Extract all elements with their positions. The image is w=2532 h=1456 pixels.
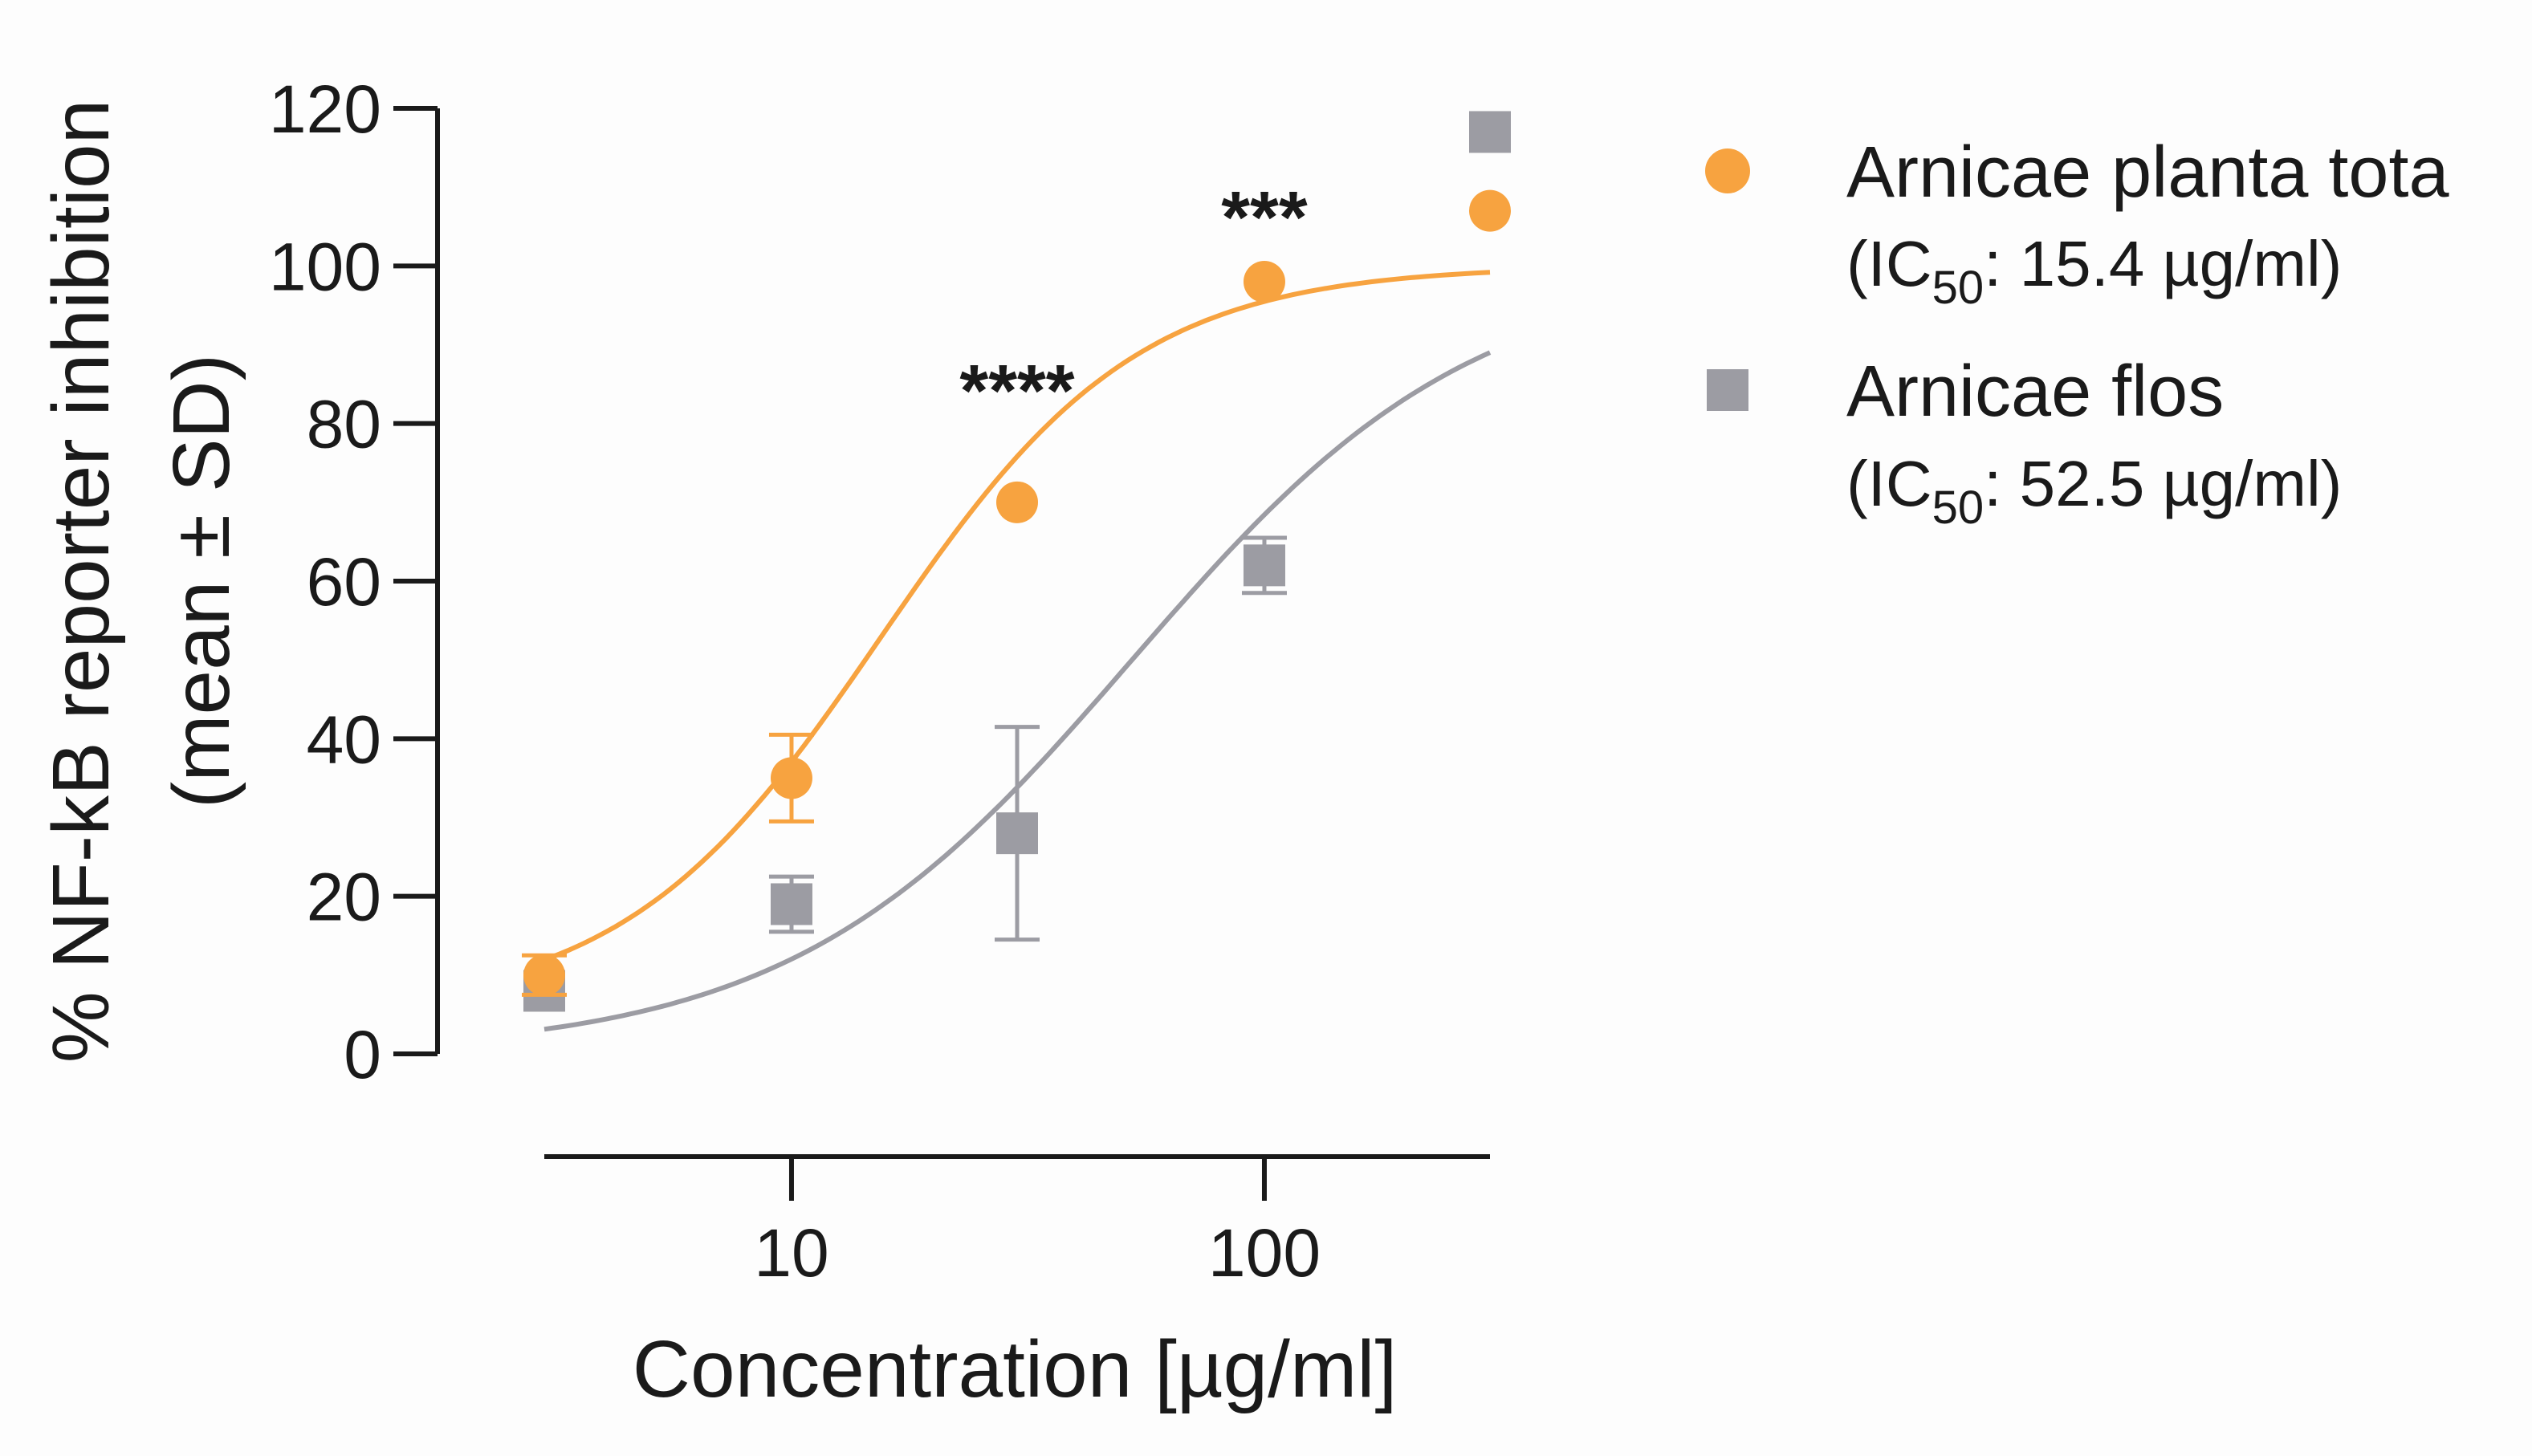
- x-tick-label: 10: [754, 1215, 828, 1291]
- point-planta-tota: [1243, 260, 1285, 303]
- y-axis-ticks: 0 20 40 60 80 100 120: [269, 71, 438, 1092]
- significance-marker-30: ****: [959, 351, 1074, 433]
- point-planta-tota: [996, 481, 1038, 523]
- point-planta-tota: [523, 954, 565, 996]
- data-points: [522, 111, 1511, 1012]
- point-flos: [1469, 111, 1511, 153]
- x-axis-ticks: 10 100: [754, 1157, 1321, 1291]
- legend-label-arnicae-flos: Arnicae flos: [1846, 352, 2224, 432]
- y-tick-label: 80: [307, 387, 381, 462]
- point-planta-tota: [1469, 189, 1511, 232]
- y-tick-label: 0: [344, 1017, 381, 1092]
- point-flos: [1243, 544, 1285, 587]
- legend-ic50-arnicae-planta-tota: (IC50: 15.4 µg/ml): [1846, 228, 2342, 314]
- x-tick-label: 100: [1208, 1215, 1321, 1291]
- legend-ic50-arnicae-flos: (IC50: 52.5 µg/ml): [1846, 448, 2342, 534]
- point-flos: [770, 883, 812, 925]
- y-tick-label: 20: [307, 860, 381, 935]
- point-planta-tota: [770, 757, 812, 799]
- y-tick-label: 100: [269, 229, 381, 304]
- fit-curve-arnicae-planta-tota: [543, 270, 1491, 962]
- legend: Arnicae planta tota (IC50: 15.4 µg/ml) A…: [1705, 132, 2449, 534]
- y-tick-label: 60: [307, 544, 381, 620]
- point-flos: [996, 812, 1038, 855]
- y-axis-title-line2: (mean ± SD): [157, 354, 246, 808]
- y-axis-title-line1: % NF-kB reporter inhibition: [36, 100, 126, 1063]
- y-tick-label: 120: [269, 71, 381, 147]
- x-axis-title: Concentration [µg/ml]: [633, 1324, 1398, 1414]
- legend-square-icon: [1707, 369, 1748, 411]
- legend-circle-icon: [1705, 148, 1750, 193]
- y-tick-label: 40: [307, 702, 381, 777]
- significance-marker-100: ***: [1221, 177, 1308, 259]
- legend-label-arnicae-planta-tota: Arnicae planta tota: [1846, 132, 2449, 213]
